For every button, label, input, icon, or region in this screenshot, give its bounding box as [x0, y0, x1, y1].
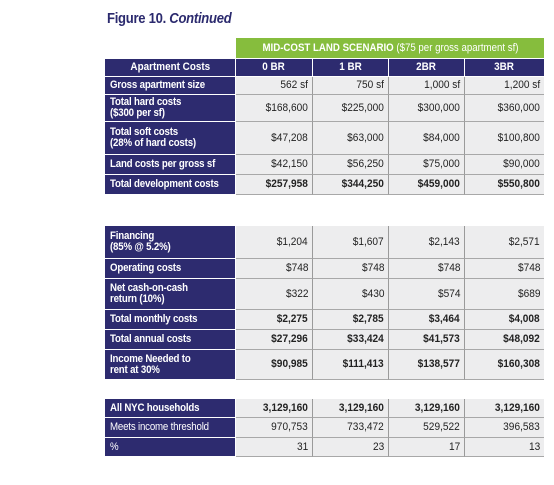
- table-cell: 529,522: [389, 418, 465, 438]
- row-label: Net cash-on-cash return (10%): [105, 279, 236, 310]
- table-cell: $90,000: [465, 155, 544, 175]
- table-cell: $1,204: [236, 226, 313, 259]
- table-row: Total annual costs $27,296 $33,424 $41,573 $…: [105, 330, 544, 350]
- table-cell: $27,296: [236, 330, 313, 350]
- table-cell: $4,008: [465, 310, 544, 330]
- table-cell: $2,143: [389, 226, 465, 259]
- table-cell: $160,308: [465, 350, 544, 380]
- table-cell: $459,000: [389, 175, 465, 195]
- table-cell: $168,600: [236, 95, 313, 122]
- table-row: Financing (85% @ 5.2%) $1,204 $1,607 $2,143 $…: [105, 226, 544, 259]
- figure-title: Figure 10. Continued: [107, 11, 232, 27]
- table-cell: $48,092: [465, 330, 544, 350]
- row-label: Operating costs: [105, 259, 236, 279]
- table-cell: 1,200 sf: [465, 77, 544, 95]
- table-cell: $225,000: [313, 95, 389, 122]
- table-cell: $33,424: [313, 330, 389, 350]
- table-cell: $748: [313, 259, 389, 279]
- table-cell: $689: [465, 279, 544, 310]
- table-row: Gross apartment size 562 sf 750 sf 1,000 sf…: [105, 77, 544, 95]
- table-cell: $47,208: [236, 122, 313, 155]
- table-cell: 1,000 sf: [389, 77, 465, 95]
- table-cell: $63,000: [313, 122, 389, 155]
- table-cell: 562 sf: [236, 77, 313, 95]
- row-label: %: [105, 438, 236, 457]
- header-apartment-costs: Apartment Costs: [105, 59, 236, 77]
- header-3br: 3BR: [465, 59, 544, 77]
- table-cell: $748: [236, 259, 313, 279]
- table-cell: $748: [465, 259, 544, 279]
- table-row: Meets income threshold 970,753 733,472 529,…: [105, 418, 544, 438]
- table-cell: $574: [389, 279, 465, 310]
- table-row: Total development costs $257,958 $344,250 $…: [105, 175, 544, 195]
- households-table: All NYC households 3,129,160 3,129,160 3,12…: [105, 399, 544, 457]
- header-2br: 2BR: [389, 59, 465, 77]
- table-cell: 3,129,160: [313, 399, 389, 418]
- table-row: Land costs per gross sf $42,150 $56,250 $75…: [105, 155, 544, 175]
- table-cell: $138,577: [389, 350, 465, 380]
- row-label: Total soft costs (28% of hard costs): [105, 122, 236, 155]
- table-row: Total monthly costs $2,275 $2,785 $3,464 $4,…: [105, 310, 544, 330]
- table-row: Income Needed to rent at 30% $90,985 $111,4…: [105, 350, 544, 380]
- table-cell: 23: [313, 438, 389, 457]
- table-cell: 970,753: [236, 418, 313, 438]
- table-cell: $430: [313, 279, 389, 310]
- table-cell: $100,800: [465, 122, 544, 155]
- table-cell: $748: [389, 259, 465, 279]
- row-label: Financing (85% @ 5.2%): [105, 226, 236, 259]
- header-1br: 1 BR: [313, 59, 389, 77]
- table-cell: $550,800: [465, 175, 544, 195]
- table-cell: $56,250: [313, 155, 389, 175]
- table-row: Operating costs $748 $748 $748 $748: [105, 259, 544, 279]
- table-cell: 396,583: [465, 418, 544, 438]
- operating-costs-table: Financing (85% @ 5.2%) $1,204 $1,607 $2,143 $…: [105, 226, 544, 380]
- table-row: Total hard costs ($300 per sf) $168,600 $22…: [105, 95, 544, 122]
- table-cell: $41,573: [389, 330, 465, 350]
- table-cell: 17: [389, 438, 465, 457]
- row-label: All NYC households: [105, 399, 236, 418]
- row-label: Meets income threshold: [105, 418, 236, 438]
- table-cell: 13: [465, 438, 544, 457]
- table-cell: 750 sf: [313, 77, 389, 95]
- table-cell: 31: [236, 438, 313, 457]
- table-cell: $75,000: [389, 155, 465, 175]
- table-row: % 31 23 17 13: [105, 438, 544, 457]
- scenario-header: MID-COST LAND SCENARIO ($75 per gross ap…: [236, 38, 544, 59]
- row-label: Income Needed to rent at 30%: [105, 350, 236, 380]
- row-label: Total monthly costs: [105, 310, 236, 330]
- row-label: Total hard costs ($300 per sf): [105, 95, 236, 122]
- table-cell: 3,129,160: [236, 399, 313, 418]
- table-cell: 733,472: [313, 418, 389, 438]
- figure-number: Figure 10.: [107, 11, 166, 27]
- table-cell: $2,785: [313, 310, 389, 330]
- table-row: Total soft costs (28% of hard costs) $47,2…: [105, 122, 544, 155]
- table-cell: 3,129,160: [465, 399, 544, 418]
- table-cell: $360,000: [465, 95, 544, 122]
- scenario-spacer: [105, 38, 236, 59]
- table-row: All NYC households 3,129,160 3,129,160 3,12…: [105, 399, 544, 418]
- table-cell: $111,413: [313, 350, 389, 380]
- header-0br: 0 BR: [236, 59, 313, 77]
- table-cell: $300,000: [389, 95, 465, 122]
- table-cell: $42,150: [236, 155, 313, 175]
- table-cell: $1,607: [313, 226, 389, 259]
- table-cell: $2,275: [236, 310, 313, 330]
- table-cell: 3,129,160: [389, 399, 465, 418]
- table-cell: $3,464: [389, 310, 465, 330]
- row-label: Gross apartment size: [105, 77, 236, 95]
- table-cell: $344,250: [313, 175, 389, 195]
- table-cell: $322: [236, 279, 313, 310]
- row-label: Total development costs: [105, 175, 236, 195]
- table-cell: $90,985: [236, 350, 313, 380]
- table-cell: $257,958: [236, 175, 313, 195]
- row-label: Land costs per gross sf: [105, 155, 236, 175]
- column-header-row: Apartment Costs 0 BR 1 BR 2BR 3BR: [105, 59, 544, 77]
- row-label: Total annual costs: [105, 330, 236, 350]
- table-cell: $2,571: [465, 226, 544, 259]
- table-row: Net cash-on-cash return (10%) $322 $430 $574…: [105, 279, 544, 310]
- development-costs-table: MID-COST LAND SCENARIO ($75 per gross ap…: [105, 38, 544, 195]
- figure-continued-label: Continued: [169, 11, 232, 27]
- table-cell: $84,000: [389, 122, 465, 155]
